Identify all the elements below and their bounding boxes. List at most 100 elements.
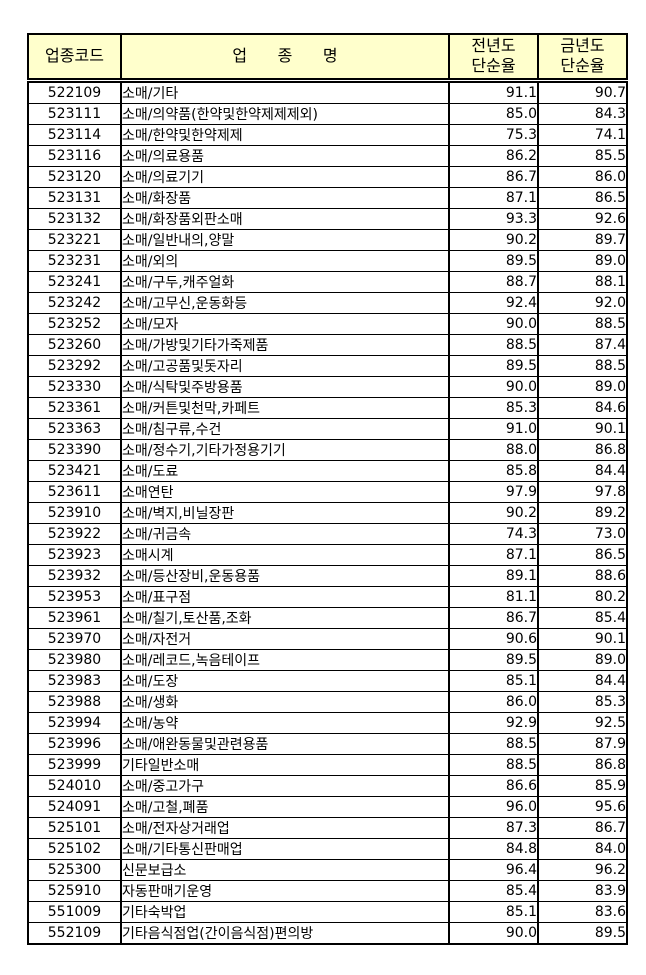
table-row: 523116 소매/의료용품 86.2 85.5 xyxy=(27,144,628,167)
business-code-cell: 552109 xyxy=(27,921,122,944)
table-row: 523221 소매/일반내의,양말 90.2 89.7 xyxy=(27,228,628,251)
previous-year-rate-cell: 90.0 xyxy=(448,312,539,335)
previous-year-rate-cell: 91.0 xyxy=(448,417,539,440)
table-row: 523421 소매/도료 85.8 84.4 xyxy=(27,459,628,482)
business-code-cell: 523260 xyxy=(27,333,122,356)
table-row: 525300 신문보급소 96.4 96.2 xyxy=(27,858,628,881)
business-code-cell: 523221 xyxy=(27,228,122,251)
table-row: 523131 소매/화장품 87.1 86.5 xyxy=(27,186,628,209)
current-year-rate-cell: 89.0 xyxy=(537,375,628,398)
business-name-cell: 소매/자전거 xyxy=(120,627,450,650)
previous-year-rate-cell: 88.0 xyxy=(448,438,539,461)
current-year-rate-cell: 92.0 xyxy=(537,291,628,314)
business-code-cell: 524091 xyxy=(27,795,122,818)
business-name-cell: 소매/화장품 xyxy=(120,186,450,209)
table-row: 523292 소매/고공품및돗자리 89.5 88.5 xyxy=(27,354,628,377)
previous-year-rate-cell: 86.0 xyxy=(448,690,539,713)
current-year-rate-cell: 96.2 xyxy=(537,858,628,881)
business-code-cell: 523996 xyxy=(27,732,122,755)
prev-year-label-line1: 전년도 xyxy=(471,36,516,56)
current-year-rate-cell: 80.2 xyxy=(537,585,628,608)
previous-year-rate-cell: 86.2 xyxy=(448,144,539,167)
table-row: 523390 소매/정수기,기타가정용기기 88.0 86.8 xyxy=(27,438,628,461)
business-name-cell: 소매/외의 xyxy=(120,249,450,272)
previous-year-rate-cell: 85.3 xyxy=(448,396,539,419)
business-code-cell: 523292 xyxy=(27,354,122,377)
business-name-cell: 소매/전자상거래업 xyxy=(120,816,450,839)
current-year-rate-cell: 89.2 xyxy=(537,501,628,524)
business-code-cell: 525910 xyxy=(27,879,122,902)
previous-year-rate-cell: 93.3 xyxy=(448,207,539,230)
current-year-rate-cell: 85.4 xyxy=(537,606,628,629)
current-year-rate-cell: 84.4 xyxy=(537,669,628,692)
previous-year-rate-cell: 87.1 xyxy=(448,543,539,566)
table-row: 523999 기타일반소매 88.5 86.8 xyxy=(27,753,628,776)
current-year-rate-cell: 84.4 xyxy=(537,459,628,482)
business-name-cell: 소매/귀금속 xyxy=(120,522,450,545)
business-code-cell: 523953 xyxy=(27,585,122,608)
previous-year-rate-cell: 75.3 xyxy=(448,123,539,146)
business-code-cell: 523980 xyxy=(27,648,122,671)
business-code-cell: 523932 xyxy=(27,564,122,587)
previous-year-rate-cell: 90.2 xyxy=(448,501,539,524)
previous-year-rate-cell: 96.4 xyxy=(448,858,539,881)
col-header-previous-year-rate: 전년도 단순율 xyxy=(448,33,539,83)
table-row: 523910 소매/벽지,비닐장판 90.2 89.2 xyxy=(27,501,628,524)
previous-year-rate-cell: 97.9 xyxy=(448,480,539,503)
business-name-cell: 소매/도료 xyxy=(120,459,450,482)
business-code-cell: 523999 xyxy=(27,753,122,776)
current-year-rate-cell: 86.0 xyxy=(537,165,628,188)
table-row: 523961 소매/칠기,토산품,조화 86.7 85.4 xyxy=(27,606,628,629)
business-name-cell: 기타일반소매 xyxy=(120,753,450,776)
business-code-cell: 523120 xyxy=(27,165,122,188)
table-body: 522109 소매/기타 91.1 90.7 523111 소매/의약품(한약및… xyxy=(27,79,628,944)
business-name-cell: 소매/의료용품 xyxy=(120,144,450,167)
table-row: 525101 소매/전자상거래업 87.3 86.7 xyxy=(27,816,628,839)
business-code-cell: 523611 xyxy=(27,480,122,503)
business-code-cell: 523231 xyxy=(27,249,122,272)
business-code-cell: 523131 xyxy=(27,186,122,209)
previous-year-rate-cell: 96.0 xyxy=(448,795,539,818)
business-code-cell: 523242 xyxy=(27,291,122,314)
business-code-cell: 523361 xyxy=(27,396,122,419)
current-year-rate-cell: 88.6 xyxy=(537,564,628,587)
table-row: 525102 소매/기타통신판매업 84.8 84.0 xyxy=(27,837,628,860)
business-code-cell: 525101 xyxy=(27,816,122,839)
previous-year-rate-cell: 91.1 xyxy=(448,79,539,104)
business-name-cell: 소매/가방및기타가죽제품 xyxy=(120,333,450,356)
business-code-cell: 523910 xyxy=(27,501,122,524)
business-name-cell: 소매/도장 xyxy=(120,669,450,692)
business-name-cell: 소매/기타통신판매업 xyxy=(120,837,450,860)
business-name-cell: 소매/모자 xyxy=(120,312,450,335)
current-year-rate-cell: 85.9 xyxy=(537,774,628,797)
table-row: 525910 자동판매기운영 85.4 83.9 xyxy=(27,879,628,902)
business-name-cell: 소매시계 xyxy=(120,543,450,566)
previous-year-rate-cell: 87.3 xyxy=(448,816,539,839)
previous-year-rate-cell: 86.6 xyxy=(448,774,539,797)
current-year-rate-cell: 90.1 xyxy=(537,627,628,650)
business-name-cell: 소매/일반내의,양말 xyxy=(120,228,450,251)
table-header: 업종코드 업 종 명 전년도 단순율 금년도 단순율 xyxy=(27,33,628,83)
previous-year-rate-cell: 89.5 xyxy=(448,354,539,377)
current-year-rate-cell: 86.8 xyxy=(537,753,628,776)
prev-year-label-line2: 단순율 xyxy=(471,56,516,76)
current-year-rate-cell: 87.9 xyxy=(537,732,628,755)
table-row: 523114 소매/한약및한약제제 75.3 74.1 xyxy=(27,123,628,146)
business-code-cell: 523363 xyxy=(27,417,122,440)
business-code-cell: 523330 xyxy=(27,375,122,398)
table-row: 523330 소매/식탁및주방용품 90.0 89.0 xyxy=(27,375,628,398)
business-code-cell: 523111 xyxy=(27,102,122,125)
business-name-cell: 소매/벽지,비닐장판 xyxy=(120,501,450,524)
previous-year-rate-cell: 90.6 xyxy=(448,627,539,650)
business-name-cell: 소매/한약및한약제제 xyxy=(120,123,450,146)
business-code-cell: 523988 xyxy=(27,690,122,713)
previous-year-rate-cell: 81.1 xyxy=(448,585,539,608)
business-name-cell: 소매/식탁및주방용품 xyxy=(120,375,450,398)
current-year-rate-cell: 73.0 xyxy=(537,522,628,545)
business-name-cell: 신문보급소 xyxy=(120,858,450,881)
current-year-rate-cell: 86.5 xyxy=(537,186,628,209)
previous-year-rate-cell: 89.5 xyxy=(448,648,539,671)
table-row: 523252 소매/모자 90.0 88.5 xyxy=(27,312,628,335)
business-name-cell: 소매/고공품및돗자리 xyxy=(120,354,450,377)
current-year-rate-cell: 84.6 xyxy=(537,396,628,419)
